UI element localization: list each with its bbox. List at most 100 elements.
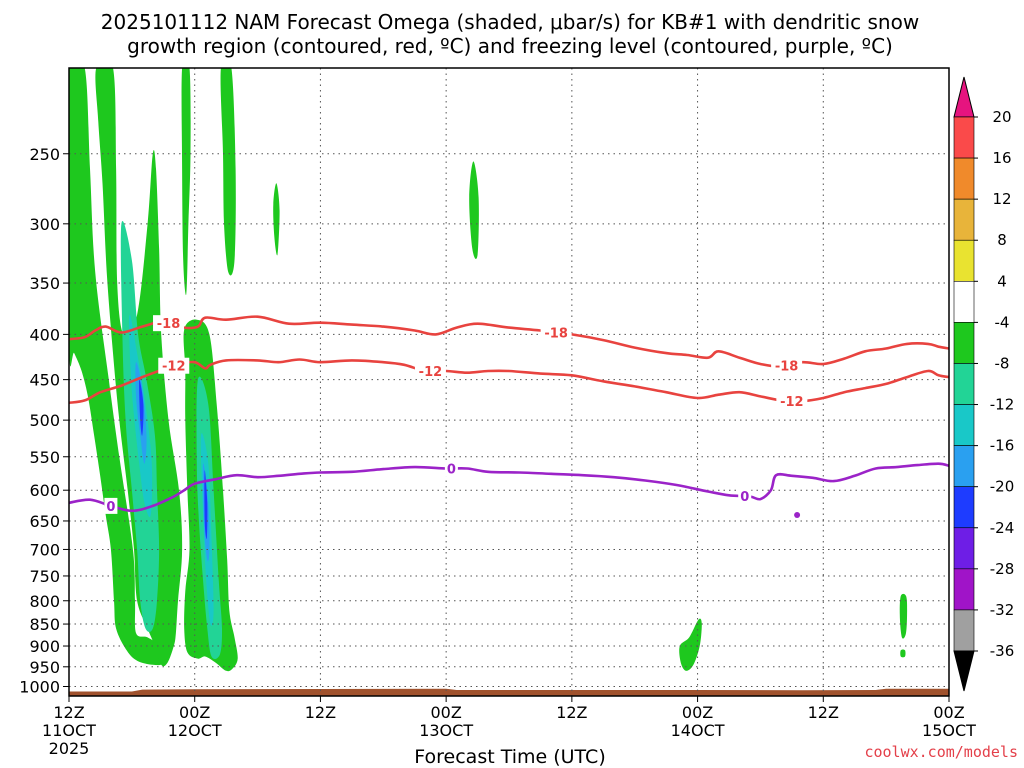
y-tick-label-950: 950 — [29, 658, 60, 677]
colorbar-segment-6 — [953, 363, 975, 405]
colorbar-segment-1 — [953, 157, 975, 200]
colorbar-segment-2 — [953, 198, 975, 241]
omega-region-blob-21z — [899, 593, 908, 639]
y-tick-label-1000: 1000 — [19, 678, 60, 697]
y-tick-label-750: 750 — [29, 567, 60, 586]
y-tick-label-250: 250 — [29, 145, 60, 164]
contour-label-0-0: 0 — [106, 500, 115, 515]
omega-shading — [69, 68, 908, 672]
colorbar: 20 16 12 8 4 -4 -8 -12 -16 -20 -24 -28 -32 -36 — [953, 76, 1015, 692]
omega-region-blob-18z — [273, 183, 280, 256]
colorbar-label-0: 20 — [992, 108, 1011, 126]
grid — [69, 68, 949, 696]
colorbar-segment-12 — [953, 609, 975, 652]
omega-region-blob-21z-b — [900, 649, 906, 658]
colorbar-segment-4 — [953, 281, 975, 323]
y-tick-label-900: 900 — [29, 637, 60, 656]
contour-line-0 — [69, 462, 949, 513]
contour-label--12-2: -12 — [780, 395, 804, 410]
colorbar-segment-11 — [953, 568, 975, 611]
colorbar-segment-10 — [953, 527, 975, 570]
plot-frame — [68, 67, 950, 697]
contour-label-bg--12-0 — [158, 357, 190, 374]
omega-region-blob-23z — [679, 618, 702, 671]
x-tick-label-84-1: 15OCT — [922, 721, 976, 740]
contour-line--12 — [69, 358, 949, 405]
y-tick-label-550: 550 — [29, 448, 60, 467]
contour-label-0-2: 0 — [740, 490, 749, 505]
x-tick-label-36-1: 13OCT — [419, 721, 473, 740]
colorbar-segment-7 — [953, 404, 975, 446]
x-tick-label-84-0: 00Z — [933, 703, 964, 722]
x-tick-label-60-0: 00Z — [682, 703, 713, 722]
omega-region-band-right-lime-b — [220, 68, 236, 276]
colorbar-label-10: -24 — [990, 519, 1015, 537]
x-tick-label-12-1: 12OCT — [168, 721, 222, 740]
contour-label--18-1: -18 — [544, 326, 568, 341]
y-tick-label-500: 500 — [29, 411, 60, 430]
y-axis: 250 300 350 400 450 500 550 600 650 700 750 800 850 9… — [19, 145, 69, 697]
contour-label-bg-0-2 — [738, 488, 752, 505]
contour-label--12-1: -12 — [419, 365, 443, 380]
contour-label--12-0: -12 — [162, 360, 186, 375]
colorbar-label-3: 8 — [997, 231, 1007, 249]
x-tick-label-72-0: 12Z — [808, 703, 839, 722]
colorbar-label-7: -12 — [990, 396, 1015, 414]
colorbar-segment-8 — [953, 445, 975, 487]
x-tick-label-0-2: 2025 — [49, 739, 90, 758]
colorbar-label-2: 12 — [992, 190, 1011, 208]
colorbar-label-13: -36 — [990, 642, 1015, 660]
surface-fill — [69, 688, 949, 696]
x-tick-label-0-1: 11OCT — [42, 721, 96, 740]
colorbar-label-4: 4 — [997, 272, 1007, 290]
y-tick-label-300: 300 — [29, 215, 60, 234]
y-tick-label-600: 600 — [29, 481, 60, 500]
omega-region-band-deep-left — [139, 379, 144, 436]
colorbar-label-5: -4 — [995, 313, 1010, 331]
contour-label-bg--18-2 — [771, 357, 803, 374]
omega-region-blob-03z — [469, 161, 479, 259]
chart-title: 2025101112 NAM Forecast Omega (shaded, μ… — [101, 10, 919, 58]
x-tick-label-48-0: 12Z — [556, 703, 587, 722]
colorbar-bottom-arrow — [953, 650, 975, 692]
colorbar-label-6: -8 — [995, 354, 1010, 372]
contour-label-bg-0-1 — [444, 460, 458, 477]
contour-label-bg--18-1 — [540, 324, 572, 341]
contour-label-bg--12-1 — [414, 363, 446, 380]
colorbar-segment-3 — [953, 239, 975, 282]
contour-label-bg-0-0 — [104, 497, 118, 514]
colorbar-label-1: 16 — [992, 149, 1011, 167]
contour-label-bg--18-0 — [153, 315, 185, 332]
x-tick-label-60-1: 14OCT — [671, 721, 725, 740]
surface-terrain — [69, 688, 949, 696]
omega-region-band-deep-right — [204, 470, 208, 539]
colorbar-segment-5 — [953, 322, 975, 364]
colorbar-top-arrow — [953, 76, 975, 118]
y-tick-label-800: 800 — [29, 592, 60, 611]
contour-label-0-1: 0 — [447, 462, 456, 477]
title-line-2: growth region (contoured, red, ºC) and f… — [127, 34, 893, 58]
x-tick-label-0-0: 12Z — [53, 703, 84, 722]
x-tick-label-12-0: 00Z — [179, 703, 210, 722]
y-tick-label-350: 350 — [29, 274, 60, 293]
colorbar-label-11: -28 — [990, 560, 1015, 578]
y-tick-label-850: 850 — [29, 615, 60, 634]
colorbar-label-8: -16 — [990, 437, 1015, 455]
contour-label-bg--12-2 — [776, 392, 808, 409]
colorbar-label-12: -32 — [990, 601, 1015, 619]
colorbar-segment-0 — [953, 116, 975, 159]
colorbar-label-9: -20 — [990, 478, 1015, 496]
x-axis-title: Forecast Time (UTC) — [414, 746, 605, 768]
y-tick-label-650: 650 — [29, 512, 60, 531]
contours: -18 -18 -18 -12 -12 -12 0 0 0 — [69, 315, 949, 519]
y-tick-label-700: 700 — [29, 540, 60, 559]
colorbar-segment-9 — [953, 486, 975, 529]
credit-text[interactable]: coolwx.com/models — [864, 743, 1018, 761]
contour-label--18-2: -18 — [775, 360, 799, 375]
contour-label--18-0: -18 — [157, 317, 181, 332]
omega-region-band-left-lime — [69, 68, 164, 666]
y-tick-label-400: 400 — [29, 325, 60, 344]
x-tick-label-24-0: 12Z — [305, 703, 336, 722]
